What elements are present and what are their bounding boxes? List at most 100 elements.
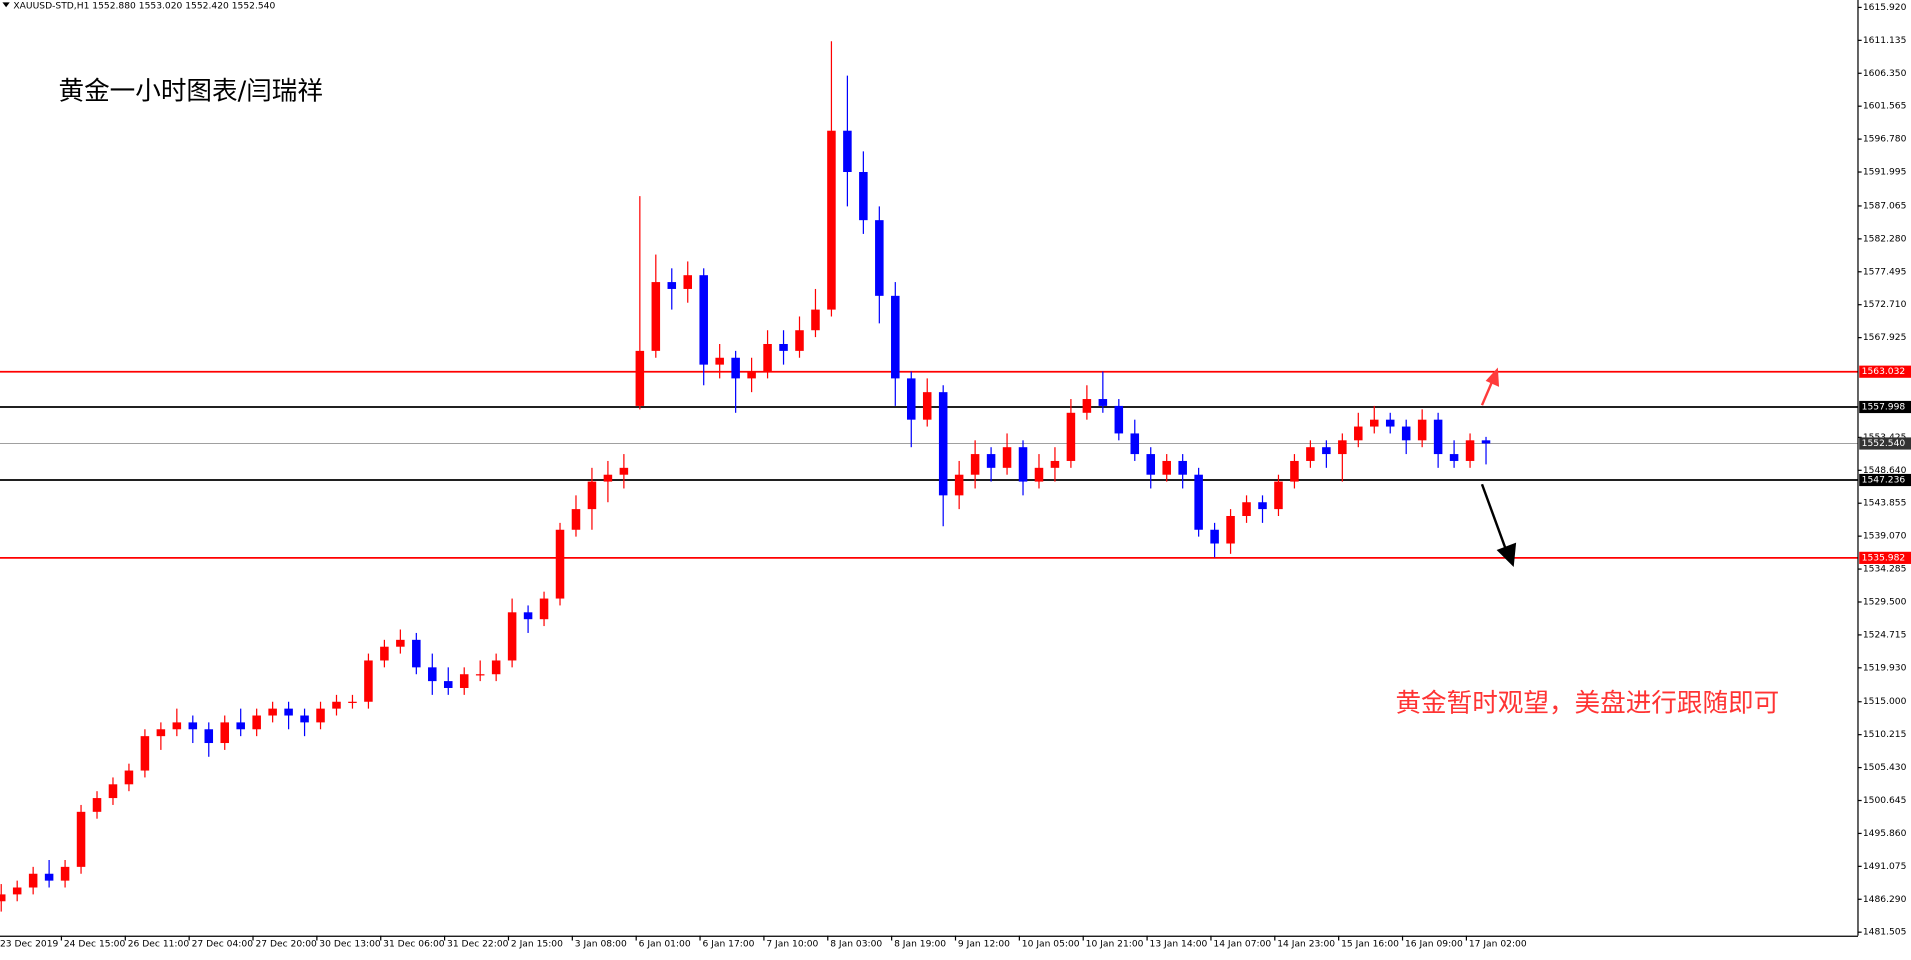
candle-body: [811, 309, 820, 331]
y-tick-label: 1515.000: [1863, 697, 1907, 707]
candle-body: [938, 392, 948, 496]
x-tick-label: 8 Jan 19:00: [894, 940, 946, 950]
chart-annotation: 黄金暂时观望，美盘进行跟随即可: [1395, 689, 1779, 719]
candle-body: [507, 612, 517, 661]
candle-body: [571, 509, 581, 530]
x-tick-label: 17 Jan 02:00: [1469, 940, 1527, 950]
candle-body: [220, 722, 230, 744]
level-label: 1563.032: [1862, 367, 1906, 377]
candle-body: [1354, 426, 1363, 441]
x-tick-label: 3 Jan 08:00: [575, 940, 627, 950]
x-tick-label: 31 Dec 06:00: [383, 940, 445, 950]
candle-body: [428, 667, 437, 682]
y-tick-label: 1524.715: [1863, 630, 1907, 640]
candle-body: [1226, 515, 1235, 544]
y-tick-label: 1481.505: [1863, 928, 1907, 938]
candle-body: [1066, 412, 1076, 461]
candle-body: [699, 275, 708, 365]
y-tick-label: 1577.495: [1863, 267, 1907, 277]
x-tick-label: 13 Jan 14:00: [1150, 940, 1208, 950]
down-arrow: [1480, 483, 1517, 567]
x-tick-label: 26 Dec 11:00: [128, 940, 190, 950]
candle-body: [1210, 529, 1219, 544]
x-tick-label: 7 Jan 10:00: [766, 940, 818, 950]
level-label: 1552.540: [1862, 439, 1906, 449]
candle-body: [412, 639, 421, 668]
candle-body: [795, 330, 804, 351]
y-tick-label: 1611.135: [1863, 36, 1907, 46]
candle-body: [28, 873, 38, 888]
y-tick-label: 1534.285: [1863, 565, 1907, 575]
candle-body: [172, 722, 182, 730]
symbol-marker: [2, 2, 10, 8]
y-tick-label: 1606.350: [1863, 69, 1907, 79]
candle-body: [108, 784, 118, 799]
plot-area: [0, 41, 1858, 912]
candle-body: [396, 639, 405, 647]
candle-body: [60, 866, 70, 881]
level-label: 1547.236: [1862, 476, 1906, 486]
candle-body: [348, 701, 357, 703]
level-label-box: [1859, 437, 1911, 450]
candle-body: [44, 873, 54, 881]
y-tick-label: 1505.430: [1863, 763, 1907, 773]
candle-body: [204, 729, 214, 744]
candle-body: [316, 708, 325, 723]
candle-body: [1449, 454, 1459, 461]
x-tick-label: 9 Jan 12:00: [958, 940, 1010, 950]
level-label: 1535.982: [1862, 553, 1906, 563]
candle-body: [891, 295, 900, 379]
candle-body: [1433, 419, 1443, 455]
candle-body: [92, 798, 102, 812]
candle-body: [1114, 405, 1124, 434]
candle-body: [1258, 502, 1267, 510]
candle-body: [236, 722, 245, 730]
x-tick-label: 24 Dec 15:00: [64, 940, 126, 950]
arrow-shaft: [1480, 483, 1507, 548]
candle-body: [539, 598, 549, 620]
level-label-box: [1859, 551, 1911, 564]
y-tick-label: 1500.645: [1863, 796, 1907, 806]
candle-body: [1417, 419, 1427, 441]
x-tick-label: 31 Dec 22:00: [447, 940, 509, 950]
candle-body: [587, 481, 597, 510]
up-arrow: [1480, 367, 1500, 406]
y-tick-label: 1491.075: [1863, 862, 1907, 872]
chart-title: XAUUSD-STD,H1 1552.880 1553.020 1552.420…: [13, 2, 275, 12]
level-label-box: [1859, 473, 1911, 487]
candle-body: [1401, 426, 1411, 441]
x-tick-label: 2 Jan 15:00: [511, 940, 563, 950]
x-tick-label: 14 Jan 07:00: [1213, 940, 1271, 950]
candle-body: [0, 894, 6, 902]
candle-body: [1194, 474, 1203, 530]
x-tick-label: 6 Jan 01:00: [639, 940, 691, 950]
y-tick-label: 1486.290: [1863, 895, 1907, 905]
candle-body: [1274, 481, 1283, 510]
candle-body: [667, 282, 677, 289]
candle-body: [651, 282, 661, 351]
y-tick-label: 1548.640: [1863, 466, 1907, 476]
candle-body: [843, 130, 852, 172]
candle-body: [332, 701, 341, 709]
x-tick-label: 15 Jan 16:00: [1341, 940, 1399, 950]
candle-body: [906, 378, 916, 420]
candle-body: [1034, 467, 1044, 482]
candle-body: [491, 660, 501, 675]
y-tick-label: 1519.930: [1863, 663, 1907, 673]
candle-body: [747, 371, 756, 379]
arrow-shaft: [1480, 379, 1495, 406]
candle-body: [124, 770, 134, 785]
candle-body: [715, 357, 724, 365]
candle-body: [1385, 419, 1395, 427]
candle-body: [1322, 447, 1331, 455]
candle-body: [1130, 433, 1140, 455]
candle-body: [859, 171, 868, 221]
candle-body: [1162, 460, 1171, 475]
arrow-head: [1485, 367, 1500, 387]
y-tick-label: 1601.565: [1863, 102, 1907, 112]
candle-body: [156, 729, 166, 737]
candle-body: [1098, 399, 1108, 406]
candle-body: [1018, 447, 1028, 482]
candle-body: [619, 467, 629, 475]
